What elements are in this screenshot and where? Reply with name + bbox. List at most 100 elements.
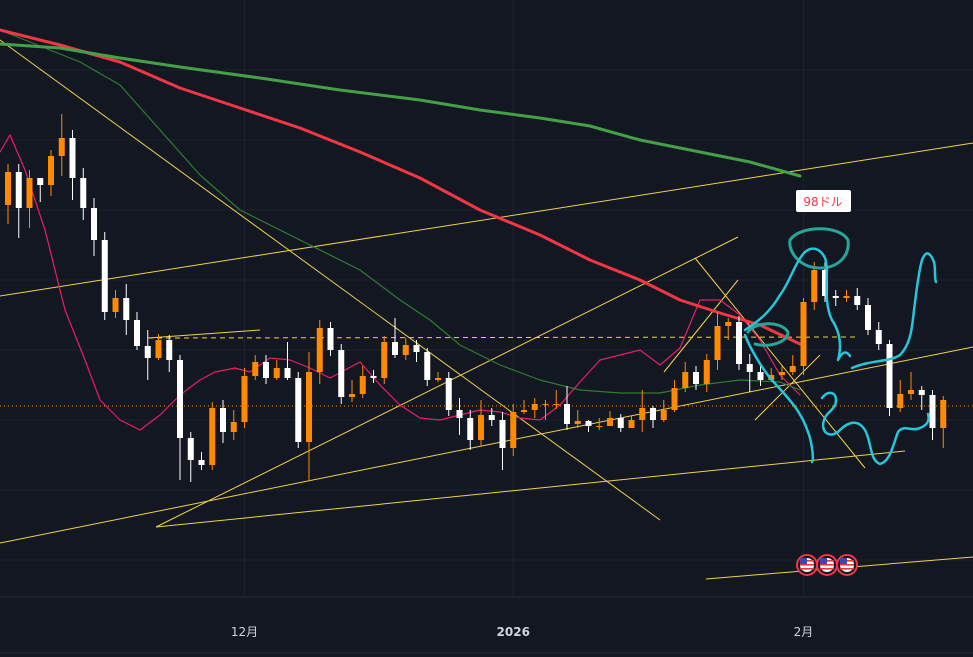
candle[interactable] [177,355,183,480]
moving-average-line[interactable] [0,42,802,178]
candle[interactable] [273,360,280,380]
candle[interactable] [316,320,323,384]
candle[interactable] [241,368,248,428]
candle[interactable] [940,396,947,448]
candle[interactable] [832,290,839,306]
event-flags[interactable] [796,554,858,576]
candle[interactable] [875,322,882,350]
freehand-drawing[interactable] [746,322,790,347]
candle[interactable] [166,335,173,372]
candle[interactable] [456,398,463,435]
candle[interactable] [155,334,162,360]
candle[interactable] [779,366,785,380]
candle[interactable] [736,316,742,370]
candle[interactable] [37,178,44,202]
candle[interactable] [564,386,570,430]
candle[interactable] [402,338,409,360]
candle[interactable] [5,164,11,224]
candle[interactable] [617,414,624,432]
candle[interactable] [746,354,753,392]
moving-average-line[interactable] [0,134,801,431]
candle[interactable] [467,410,474,450]
candle[interactable] [349,380,355,402]
candle[interactable] [69,130,76,200]
candle[interactable] [693,366,699,390]
candle[interactable] [209,402,216,470]
candle[interactable] [295,372,302,448]
candle[interactable] [789,355,796,375]
trend-line[interactable] [0,142,973,297]
candle[interactable] [445,372,452,416]
candle[interactable] [144,330,151,380]
candle[interactable] [918,386,925,410]
candle[interactable] [886,340,893,416]
candle[interactable] [671,380,678,412]
candle[interactable] [327,322,334,356]
candle[interactable] [488,408,495,426]
trend-line[interactable] [0,346,973,544]
candle[interactable] [585,420,592,432]
trend-line[interactable] [147,329,261,339]
candle[interactable] [80,168,87,220]
candle[interactable] [284,342,291,380]
us-flag-icon[interactable] [796,554,818,576]
candle[interactable] [542,400,549,420]
candle[interactable] [929,390,936,440]
candle[interactable] [48,150,54,196]
candle[interactable] [392,318,398,358]
candle[interactable] [714,312,721,370]
freehand-drawing[interactable] [743,247,938,466]
candle[interactable] [650,406,656,428]
candle[interactable] [101,232,108,320]
trend-line[interactable] [754,354,821,421]
candle[interactable] [424,348,431,386]
candle[interactable] [252,355,259,380]
candle[interactable] [413,340,420,362]
candle[interactable] [725,318,732,340]
candle[interactable] [230,410,237,440]
candle[interactable] [660,400,667,422]
candle[interactable] [682,362,689,392]
us-flag-icon[interactable] [816,554,838,576]
candle[interactable] [628,416,635,428]
moving-average-line[interactable] [0,29,801,394]
candle[interactable] [370,370,377,383]
freehand-drawing[interactable] [788,227,850,270]
candle[interactable] [134,312,140,350]
candle[interactable] [897,380,904,412]
candle[interactable] [908,372,914,400]
candle[interactable] [865,298,871,335]
candle[interactable] [510,404,517,456]
candle[interactable] [359,366,366,398]
candle[interactable] [521,400,527,414]
candle[interactable] [187,432,194,482]
candle[interactable] [757,366,764,386]
trend-line[interactable] [0,39,661,521]
trend-line[interactable] [155,450,906,528]
candle[interactable] [596,418,603,430]
candle[interactable] [639,390,646,432]
candle[interactable] [800,298,807,375]
candle[interactable] [338,344,345,404]
candle[interactable] [499,412,506,470]
candle[interactable] [26,170,33,228]
candle[interactable] [531,398,538,418]
candle[interactable] [220,400,226,443]
candle[interactable] [263,355,269,384]
candle[interactable] [306,352,312,480]
candle[interactable] [843,290,850,302]
moving-average-line[interactable] [0,28,802,346]
candle[interactable] [574,410,581,428]
candle[interactable] [58,114,65,176]
candle[interactable] [123,284,130,335]
candle[interactable] [435,372,441,382]
candle[interactable] [112,290,119,318]
candle[interactable] [703,354,710,392]
candle[interactable] [553,390,560,409]
candle[interactable] [381,336,388,384]
candle[interactable] [854,288,861,310]
candle[interactable] [15,164,22,238]
candle[interactable] [198,452,205,470]
candle[interactable] [607,411,613,426]
